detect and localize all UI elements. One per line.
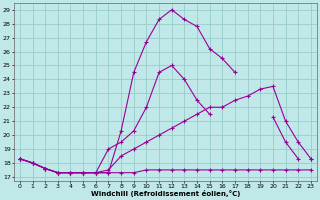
X-axis label: Windchill (Refroidissement éolien,°C): Windchill (Refroidissement éolien,°C) [91, 190, 240, 197]
